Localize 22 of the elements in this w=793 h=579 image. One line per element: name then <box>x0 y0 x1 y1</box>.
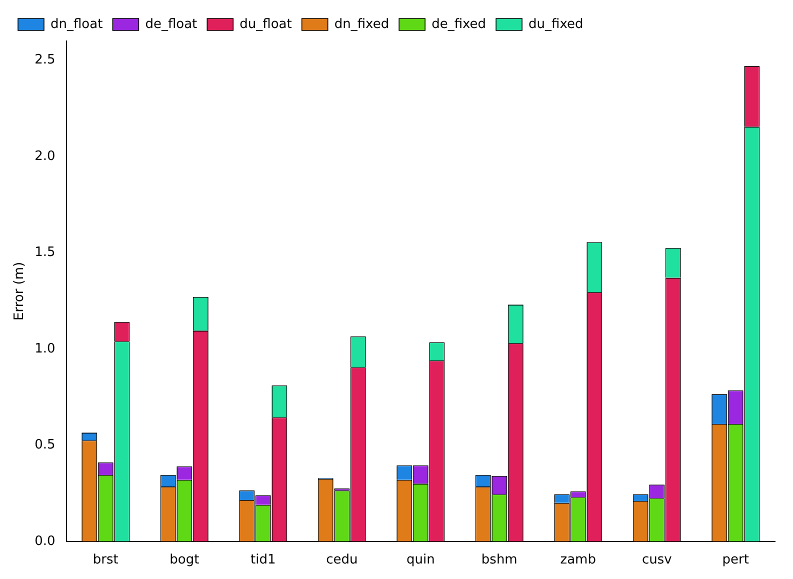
legend-label: du_float <box>240 16 292 32</box>
y-tick-label: 0.5 <box>34 438 56 453</box>
x-tick-label: cusv <box>642 552 672 568</box>
x-tick-label: quin <box>406 552 435 568</box>
x-tick-label: zamb <box>560 552 596 568</box>
y-tick-label: 2.5 <box>34 52 56 68</box>
x-tick-label: bshm <box>481 552 518 568</box>
legend-label: dn_fixed <box>334 16 390 32</box>
y-tick-label: 0.0 <box>34 534 56 549</box>
legend-label: dn_float <box>50 16 103 32</box>
x-tick-label: bogt <box>170 552 200 568</box>
y-axis-title: Error (m) <box>12 262 28 321</box>
legend-label: de_float <box>145 16 198 32</box>
x-tick-label: cedu <box>326 552 358 568</box>
x-tick-label: tid1 <box>250 552 276 568</box>
y-tick-label: 1.0 <box>34 341 56 356</box>
y-tick-label: 2.0 <box>34 148 56 164</box>
x-tick-label: pert <box>722 552 749 568</box>
y-tick-label: 1.5 <box>34 245 56 260</box>
legend-label: de_fixed <box>432 16 486 32</box>
legend-label: du_fixed <box>528 16 584 32</box>
x-tick-label: brst <box>92 552 118 568</box>
